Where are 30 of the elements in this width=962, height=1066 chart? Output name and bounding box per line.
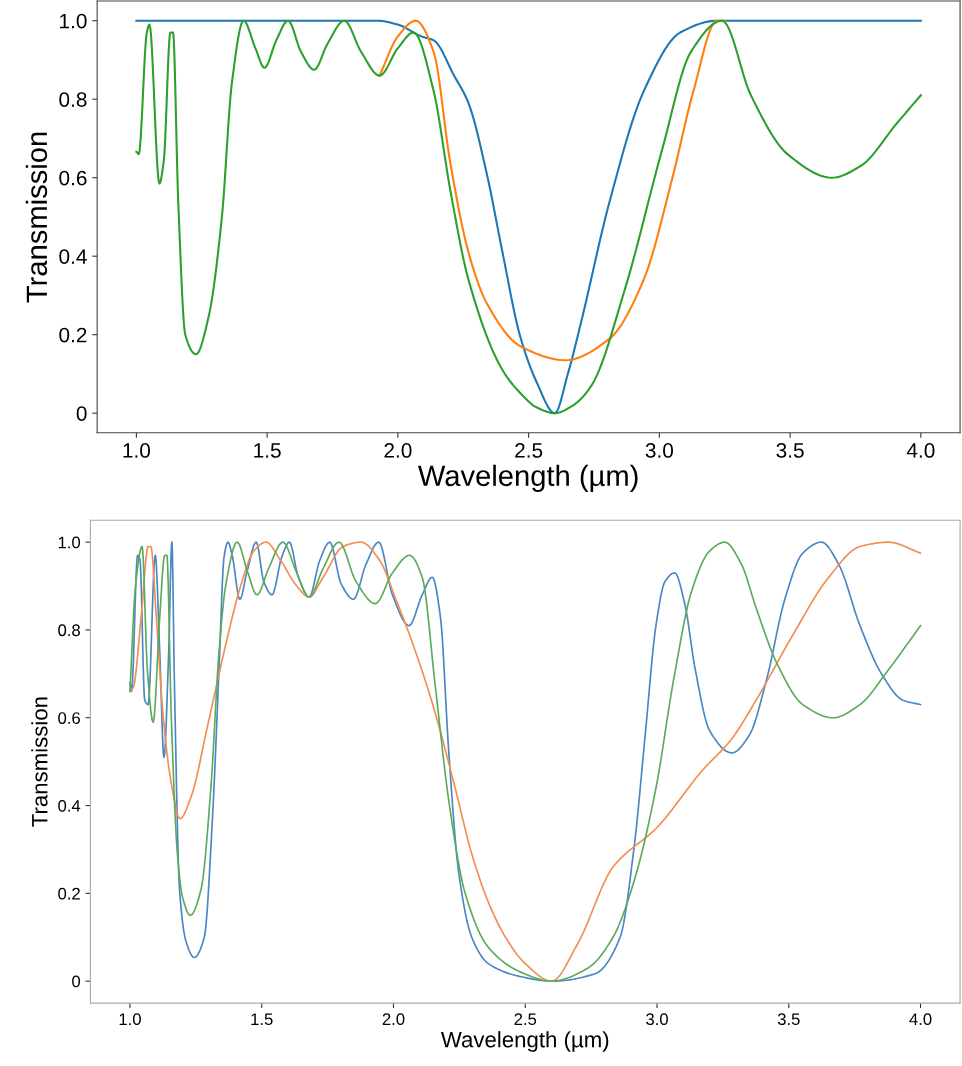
x-tick-label: 3.0 [646, 1013, 668, 1026]
x-tick-label: 4.0 [909, 1013, 932, 1026]
y-tick-label: 0.2 [58, 887, 80, 900]
y-tick-label: 1.0 [58, 536, 81, 549]
y-tick-label: 0 [76, 406, 87, 421]
x-tick-label: 1.0 [123, 443, 151, 458]
x-tick-label: 1.5 [251, 1013, 273, 1026]
y-tick-label: 0.6 [58, 712, 80, 724]
x-tick-label: 2.5 [515, 443, 543, 458]
y-tick-label: 0.4 [58, 799, 81, 812]
x-tick-label: 2.5 [514, 1013, 537, 1026]
x-tick-label: 3.5 [776, 443, 804, 458]
x-tick-label: 1.0 [119, 1013, 141, 1026]
x-axis-title: Wavelength (µm) [440, 1031, 609, 1052]
y-tick-label: 0.6 [59, 170, 87, 186]
x-tick-label: 3.5 [777, 1013, 800, 1026]
x-tick-label: 4.0 [906, 443, 935, 458]
y-tick-label: 0.2 [59, 327, 87, 343]
x-axis-title: Wavelength (µm) [417, 464, 638, 492]
x-tick-label: 2.0 [384, 443, 412, 458]
x-tick-label: 3.0 [645, 443, 674, 458]
x-tick-label: 1.5 [254, 443, 281, 458]
y-axis-title: Transmission [31, 697, 48, 827]
y-tick-label: 0.8 [59, 92, 87, 107]
x-tick-label: 2.0 [382, 1013, 405, 1026]
y-axis-title: Transmission [25, 132, 48, 303]
y-tick-label: 1.0 [60, 13, 87, 29]
y-tick-label: 0.4 [59, 249, 87, 264]
y-tick-label: 0 [72, 975, 81, 988]
y-tick-label: 0.8 [58, 624, 80, 637]
